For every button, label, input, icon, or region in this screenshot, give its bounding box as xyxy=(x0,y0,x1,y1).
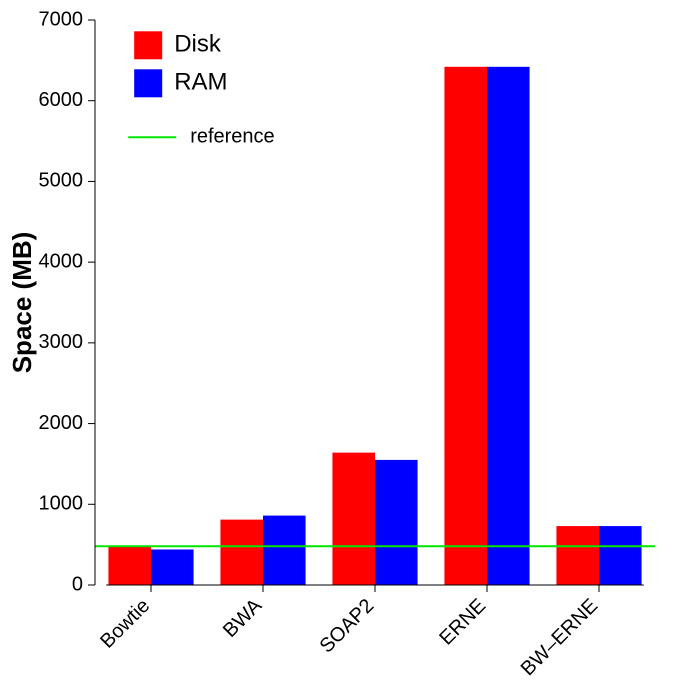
bar-disk-3 xyxy=(444,67,487,585)
bar-ram-3 xyxy=(487,67,530,585)
y-tick-label: 4000 xyxy=(39,250,84,272)
y-tick-label: 1000 xyxy=(39,493,84,515)
legend-label-reference: reference xyxy=(190,126,275,148)
bar-ram-4 xyxy=(599,526,642,585)
y-tick-label: 3000 xyxy=(39,331,84,353)
bar-disk-0 xyxy=(108,546,151,585)
legend-swatch-ram xyxy=(134,69,162,97)
bar-disk-4 xyxy=(556,526,599,585)
bar-ram-0 xyxy=(151,549,194,585)
bar-disk-2 xyxy=(332,453,375,585)
legend-swatch-disk xyxy=(134,31,162,59)
y-tick-label: 2000 xyxy=(39,412,84,434)
legend-label-ram: RAM xyxy=(174,69,227,96)
y-axis-label: Space (MB) xyxy=(7,232,37,374)
y-tick-label: 0 xyxy=(72,573,83,595)
bar-disk-1 xyxy=(220,520,263,585)
bar-ram-1 xyxy=(263,516,306,585)
y-tick-label: 5000 xyxy=(39,170,84,192)
chart-container: 01000200030004000500060007000Space (MB)B… xyxy=(0,0,685,689)
y-tick-label: 7000 xyxy=(39,8,84,30)
bar-chart-svg: 01000200030004000500060007000Space (MB)B… xyxy=(0,0,685,689)
chart-background xyxy=(0,0,685,689)
legend-label-disk: Disk xyxy=(174,31,222,58)
bar-ram-2 xyxy=(375,460,418,585)
y-tick-label: 6000 xyxy=(39,89,84,111)
